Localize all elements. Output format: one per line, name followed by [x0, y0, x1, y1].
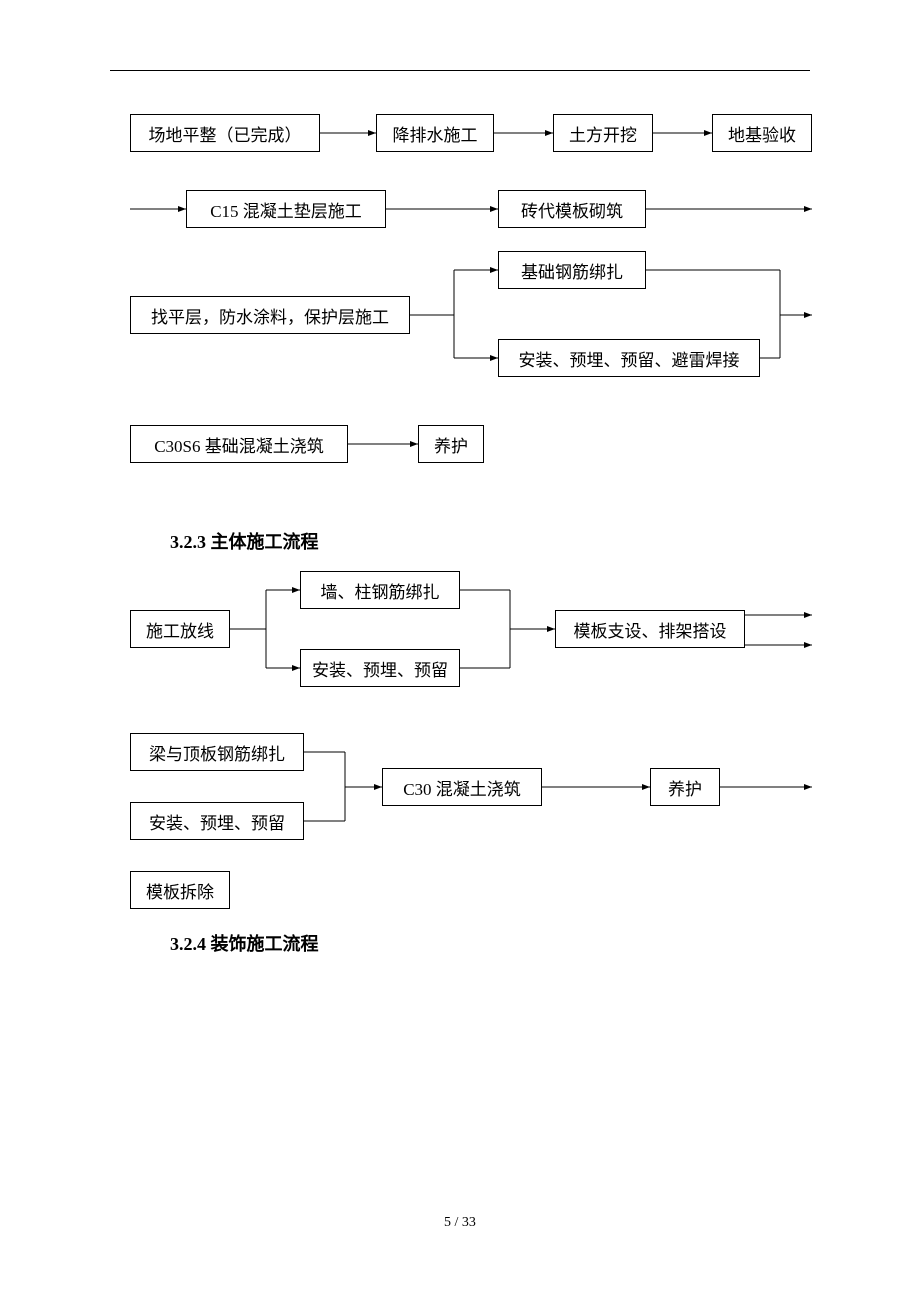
connectors-layer: [0, 0, 920, 1302]
page-number: 5 / 33: [0, 1215, 920, 1231]
page-number-text: 5 / 33: [444, 1215, 476, 1230]
